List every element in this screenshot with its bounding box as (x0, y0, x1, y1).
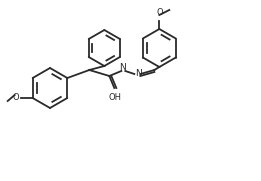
Text: OH: OH (109, 93, 122, 102)
Text: N: N (135, 70, 142, 79)
Text: O: O (12, 93, 19, 102)
Text: O: O (156, 8, 163, 17)
Text: N: N (119, 64, 126, 73)
